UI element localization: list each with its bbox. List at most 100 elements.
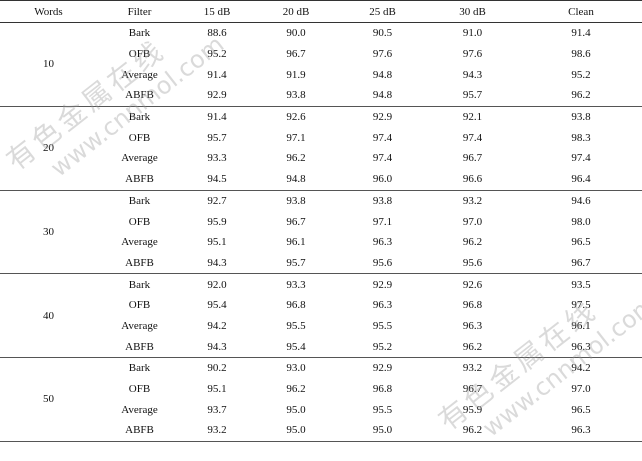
value-cell: 96.0 <box>340 168 425 191</box>
table-row: Average 91.4 91.9 94.8 94.3 95.2 <box>0 64 642 85</box>
value-cell: 93.2 <box>182 420 252 442</box>
value-cell: 96.8 <box>462 299 483 312</box>
value-cell: 92.6 <box>252 105 340 128</box>
words-cell: 20 <box>0 105 97 191</box>
value-cell: 95.0 <box>252 420 340 442</box>
value-cell: 92.9 <box>182 85 252 107</box>
value-cell: 97.1 <box>286 131 306 144</box>
value-cell: 94.3 <box>182 336 252 359</box>
words-cell: 40 <box>0 273 97 358</box>
value-cell: 94.2 <box>207 319 227 332</box>
table-row: 50 Bark 90.2 93.0 92.9 93.2 94.2 <box>0 356 642 442</box>
value-cell: 95.7 <box>425 85 520 107</box>
value-cell: 94.2 <box>520 356 642 379</box>
table-row: OFB 95.7 97.1 97.4 97.4 98.3 <box>0 127 642 148</box>
table-row: 40 Bark 92.0 93.3 92.9 92.6 93.5 <box>0 273 642 358</box>
header-row: Words Filter 15 dB 20 dB 25 dB 30 dB Clean <box>0 0 642 23</box>
value-cell: 97.4 <box>372 131 393 144</box>
value-cell: 96.7 <box>462 383 483 396</box>
value-cell: 97.1 <box>372 215 393 228</box>
words-cell: 50 <box>0 357 97 442</box>
value-cell: 97.4 <box>571 152 591 165</box>
value-cell: 95.4 <box>207 299 227 312</box>
table-row: Average 94.2 95.5 95.5 96.3 96.1 <box>0 316 642 337</box>
filter-cell: Bark <box>97 273 182 295</box>
table-row: ABFB 94.3 95.7 95.6 95.6 96.7 <box>0 252 642 275</box>
value-cell: 92.7 <box>182 189 252 212</box>
value-cell: 95.2 <box>571 68 591 81</box>
value-cell: 95.9 <box>207 215 227 228</box>
value-cell: 98.0 <box>571 215 591 228</box>
value-cell: 93.8 <box>252 189 340 212</box>
filter-cell: Bark <box>97 356 182 379</box>
value-cell: 96.3 <box>520 420 642 442</box>
value-cell: 93.2 <box>425 189 520 212</box>
table-row: OFB 95.9 96.7 97.1 97.0 98.0 <box>0 211 642 232</box>
header-cell: 30 dB <box>425 0 520 23</box>
value-cell: 93.5 <box>520 273 642 295</box>
filter-cell: OFB <box>128 383 151 396</box>
value-cell: 90.5 <box>340 21 425 44</box>
value-cell: 96.7 <box>462 152 483 165</box>
value-cell: 97.4 <box>372 152 393 165</box>
value-cell: 96.3 <box>462 319 483 332</box>
table-row: ABFB 93.2 95.0 95.0 96.2 96.3 <box>0 420 642 442</box>
value-cell: 96.2 <box>286 383 306 396</box>
value-cell: 96.2 <box>425 420 520 442</box>
filter-cell: OFB <box>128 131 151 144</box>
value-cell: 95.2 <box>340 336 425 359</box>
value-cell: 96.3 <box>520 336 642 359</box>
value-cell: 95.6 <box>340 252 425 275</box>
value-cell: 93.8 <box>340 189 425 212</box>
value-cell: 92.0 <box>182 273 252 295</box>
value-cell: 95.2 <box>207 48 227 61</box>
filter-cell: Bark <box>97 21 182 44</box>
header-cell: 15 dB <box>182 0 252 23</box>
table-row: ABFB 94.5 94.8 96.0 96.6 96.4 <box>0 168 642 191</box>
value-cell: 95.7 <box>252 252 340 275</box>
value-cell: 94.3 <box>462 68 483 81</box>
value-cell: 96.2 <box>425 336 520 359</box>
value-cell: 96.2 <box>520 85 642 107</box>
table-row: 20 Bark 91.4 92.6 92.9 92.1 93.8 <box>0 105 642 191</box>
value-cell: 92.9 <box>340 273 425 295</box>
table-row: OFB 95.2 96.7 97.6 97.6 98.6 <box>0 44 642 65</box>
words-cell: 30 <box>0 189 97 275</box>
filter-cell: Bark <box>97 105 182 128</box>
value-cell: 95.1 <box>207 236 227 249</box>
table-row: 10 Bark 88.6 90.0 90.5 91.0 91.4 <box>0 21 642 107</box>
value-cell: 96.3 <box>372 236 393 249</box>
value-cell: 96.1 <box>571 319 591 332</box>
value-cell: 93.3 <box>207 152 227 165</box>
filter-cell: Average <box>121 68 158 81</box>
header-cell: Clean <box>520 0 642 23</box>
value-cell: 91.9 <box>286 68 306 81</box>
value-cell: 96.5 <box>571 236 591 249</box>
value-cell: 91.4 <box>182 105 252 128</box>
value-cell: 97.4 <box>462 131 483 144</box>
value-cell: 92.9 <box>340 105 425 128</box>
filter-cell: ABFB <box>97 85 182 107</box>
value-cell: 98.3 <box>571 131 591 144</box>
table-body: 10 Bark 88.6 90.0 90.5 91.0 91.4 OFB 95.2 96.7 97.… <box>0 21 642 442</box>
value-cell: 96.2 <box>462 236 483 249</box>
filter-cell: Average <box>121 236 158 249</box>
value-cell: 97.6 <box>462 48 483 61</box>
header-cell: 20 dB <box>252 0 340 23</box>
table-row: Average 95.1 96.1 96.3 96.2 96.5 <box>0 232 642 253</box>
value-cell: 95.1 <box>207 383 227 396</box>
table-row: OFB 95.1 96.2 96.8 96.7 97.0 <box>0 379 642 400</box>
value-cell: 95.5 <box>372 403 393 416</box>
table-row: Average 93.7 95.0 95.5 95.9 96.5 <box>0 399 642 420</box>
filter-cell: ABFB <box>97 420 182 442</box>
words-cell: 10 <box>0 22 97 107</box>
value-cell: 95.5 <box>286 319 306 332</box>
header-cell: 25 dB <box>340 0 425 23</box>
value-cell: 97.6 <box>372 48 393 61</box>
value-cell: 98.6 <box>571 48 591 61</box>
header-cell: Filter <box>97 0 182 23</box>
value-cell: 96.8 <box>372 383 393 396</box>
value-cell: 93.3 <box>252 273 340 295</box>
filter-cell: OFB <box>128 299 151 312</box>
value-cell: 95.0 <box>340 420 425 442</box>
